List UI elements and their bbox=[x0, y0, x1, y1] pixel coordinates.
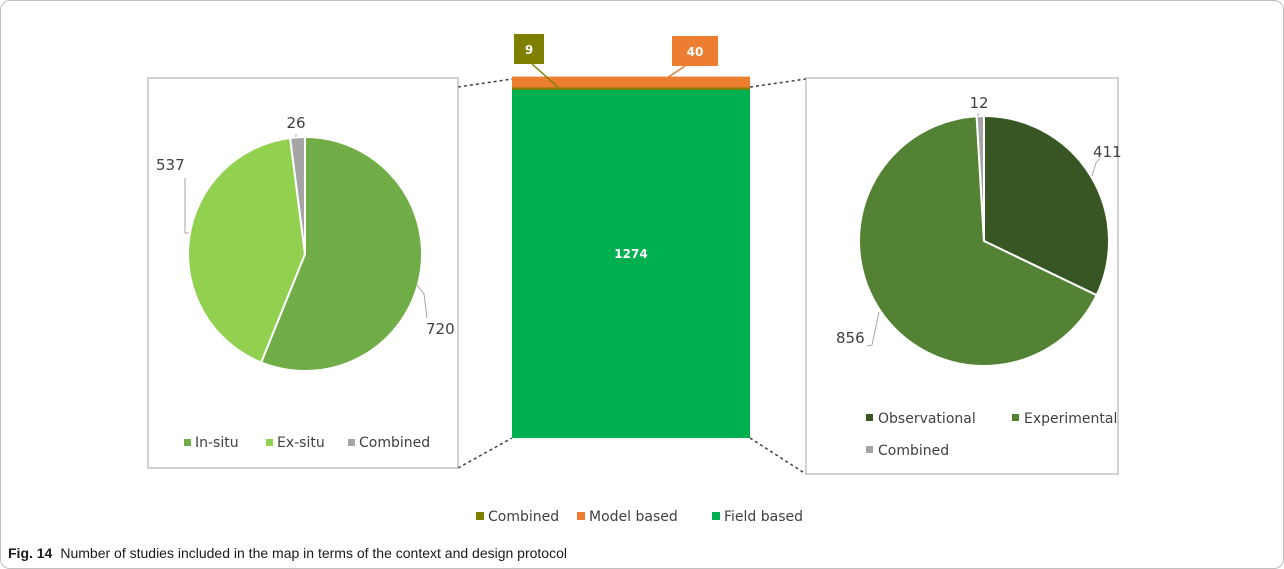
bar-legend-label-1: Model based bbox=[589, 509, 678, 525]
right-pie-slice-1 bbox=[858, 115, 1098, 367]
left-pie-legend-swatch-1 bbox=[266, 439, 273, 446]
caption-label: Fig. 14 bbox=[8, 545, 53, 561]
left-pie-slice-2 bbox=[289, 135, 306, 255]
right-pie-legend-swatch-2 bbox=[866, 446, 873, 453]
bar-legend-label-0: Combined bbox=[488, 509, 559, 525]
right-pie-slice-0 bbox=[983, 114, 1110, 297]
zoom-line-left-bottom bbox=[457, 437, 513, 469]
left-pie-legend-swatch-0 bbox=[184, 439, 191, 446]
right-pie-legend-swatch-1 bbox=[1012, 414, 1019, 421]
bar-callout-leader-model bbox=[666, 65, 686, 79]
bar-callout-box-combined bbox=[514, 34, 544, 64]
right-pie-legend-swatch-0 bbox=[866, 414, 873, 421]
bar-segment-2 bbox=[512, 90, 750, 438]
right-pie-label-0: 411 bbox=[1093, 143, 1122, 161]
bar-legend-swatch-0 bbox=[476, 512, 484, 520]
right-pie-leader-0 bbox=[1091, 157, 1101, 177]
left-pie-legend-label-2: Combined bbox=[359, 435, 430, 451]
left-pie-leader-1 bbox=[184, 178, 189, 234]
left-pie-slice-0 bbox=[259, 135, 423, 372]
zoom-line-right-bottom bbox=[749, 437, 807, 475]
right-pie-legend-label-1: Experimental bbox=[1024, 411, 1117, 427]
right-pie-label-2: 12 bbox=[969, 94, 988, 112]
left-pie-slice-1 bbox=[187, 136, 307, 364]
left-pie-legend-swatch-2 bbox=[348, 439, 355, 446]
right-pie-legend-label-2: Combined bbox=[878, 443, 949, 459]
left-pie-label-0: 720 bbox=[426, 320, 455, 338]
bar-legend-swatch-2 bbox=[712, 512, 720, 520]
zoom-line-right-top bbox=[749, 78, 807, 88]
bar-label-model-based: 40 bbox=[687, 45, 704, 59]
bar-label-combined: 9 bbox=[525, 43, 533, 57]
caption-text: Number of studies included in the map in… bbox=[60, 545, 567, 561]
right-pie-leader-1 bbox=[866, 311, 880, 347]
right-pie-label-1: 856 bbox=[836, 329, 865, 347]
bar-callout-leader-combined bbox=[531, 63, 560, 89]
right-pie-legend-label-0: Observational bbox=[878, 411, 976, 427]
zoom-line-left-top bbox=[457, 78, 513, 88]
bar-legend-swatch-1 bbox=[577, 512, 585, 520]
left-pie-leader-0 bbox=[416, 284, 428, 319]
bar-callout-box-model bbox=[672, 36, 718, 66]
right-pie-slice-2 bbox=[975, 114, 985, 242]
left-pie-label-1: 537 bbox=[156, 156, 185, 174]
figure-caption: Fig. 14 Number of studies included in the… bbox=[8, 545, 567, 561]
bar-segment-0 bbox=[512, 87, 750, 90]
left-pie-legend-label-1: Ex-situ bbox=[277, 435, 325, 451]
bar-label-field-based: 1274 bbox=[614, 247, 647, 261]
bar-legend-label-2: Field based bbox=[724, 509, 803, 525]
bar-segment-1 bbox=[512, 76, 750, 88]
left-pie-label-2: 26 bbox=[286, 114, 305, 132]
left-pie-legend-label-0: In-situ bbox=[195, 435, 239, 451]
